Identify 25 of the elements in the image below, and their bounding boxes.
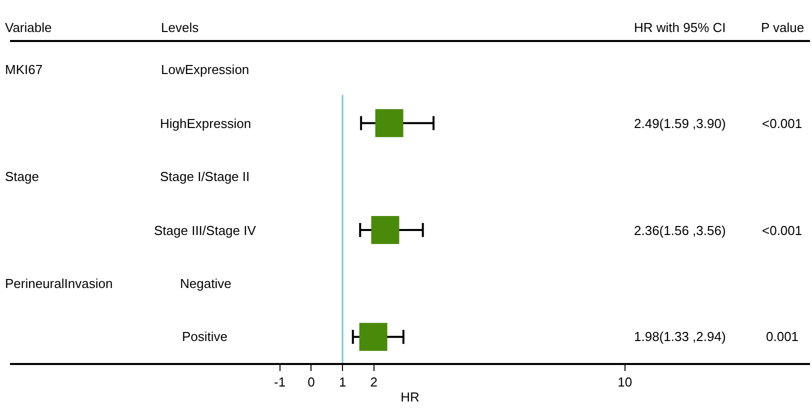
- text: Variable: [5, 20, 52, 35]
- annotation: Stage: [5, 169, 39, 184]
- text: P value: [761, 20, 804, 35]
- y-tick-label: LowExpression: [161, 62, 250, 77]
- x-tick-label: 0: [308, 374, 315, 390]
- y-tick-label: Stage I/Stage II: [160, 169, 250, 184]
- annotation: 1.98(1.33 ,2.94): [634, 329, 726, 344]
- y-tick-label: HighExpression: [160, 116, 252, 131]
- annotation: 0.001: [766, 329, 799, 344]
- x-tick-label: -1: [274, 374, 286, 390]
- text: MKI67: [5, 62, 43, 77]
- text: HR with 95% CI: [634, 20, 726, 35]
- annotation: <0.001: [762, 116, 802, 131]
- x-tick-label: 10: [618, 374, 632, 390]
- x-tick-label: 1: [338, 374, 346, 390]
- y-tick-label: Negative: [180, 276, 232, 291]
- y-tick-label: Positive: [182, 329, 228, 344]
- text: Levels: [161, 20, 200, 35]
- y-tick-label: Stage III/Stage IV: [154, 223, 256, 238]
- annotation: <0.001: [762, 223, 802, 238]
- annotation: 2.36(1.56 ,3.56): [634, 223, 726, 238]
- x-axis-title: HR: [400, 390, 420, 405]
- annotation: PerineuralInvasion: [5, 276, 113, 291]
- x-tick-label: 2: [370, 374, 378, 390]
- annotation: 2.49(1.59 ,3.90): [634, 116, 726, 131]
